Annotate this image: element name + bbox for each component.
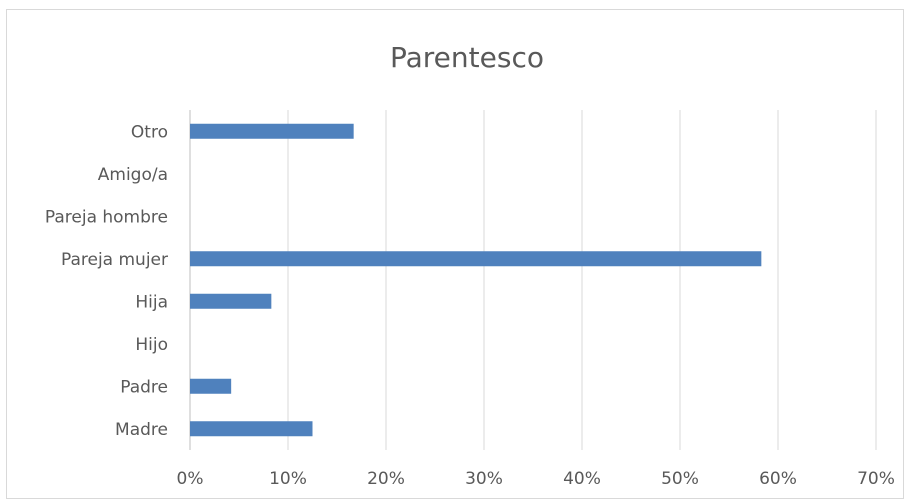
chart-title: Parentesco [390,41,544,74]
category-labels: Madre Padre Hijo Hija Pareja mujer Pareja hom… [45,122,168,440]
category-label: Hijo [135,335,168,355]
x-tick-label: 20% [367,469,405,489]
category-label: Otro [131,122,168,142]
x-tick-label: 60% [759,469,797,489]
category-label: Madre [115,420,168,440]
x-tick-labels: 0% 10% 20% 30% 40% 50% 60% 70% [177,469,895,489]
category-label: Pareja hombre [45,207,168,227]
category-label: Amigo/a [98,165,168,185]
category-label: Pareja mujer [61,250,168,270]
x-tick-label: 10% [269,469,307,489]
bar [190,293,272,309]
bars [190,123,762,437]
x-tick-label: 40% [563,469,601,489]
x-tick-label: 0% [177,469,204,489]
category-label: Hija [135,292,168,312]
gridlines [189,110,877,450]
x-tick-label: 70% [857,469,895,489]
x-tick-label: 50% [661,469,699,489]
category-label: Padre [120,377,168,397]
bar [190,251,762,267]
x-tick-label: 30% [465,469,503,489]
bar [190,123,354,139]
bar [190,378,232,394]
bar [190,421,313,437]
